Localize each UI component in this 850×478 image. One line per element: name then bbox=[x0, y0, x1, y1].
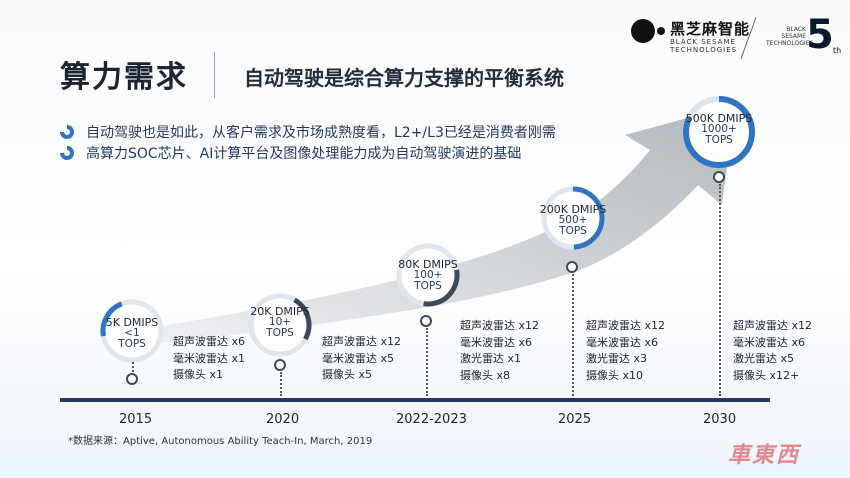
bullet-icon bbox=[60, 146, 74, 160]
compute-ring-2030 bbox=[683, 96, 755, 168]
compute-ring-2025 bbox=[541, 186, 605, 250]
sensor-item: 毫米波雷达 x1 bbox=[173, 351, 246, 365]
connector-line bbox=[280, 372, 282, 396]
sensor-item: 毫米波雷达 x5 bbox=[322, 351, 395, 365]
dmips-label: 20K DMIPS bbox=[250, 305, 310, 318]
sensor-list-2015: 超声波雷达 x6 毫米波雷达 x1 摄像头 x1 bbox=[173, 334, 245, 384]
bullet-item-1: 自动驾驶也是如此，从客户需求及市场成熟度看，L2+/L3已经是消费者刚需 bbox=[60, 122, 556, 142]
logo-cn-text: 黑芝麻智能 bbox=[670, 20, 751, 38]
sensor-item: 毫米波雷达 x6 bbox=[733, 335, 806, 349]
sensor-item: 超声波雷达 x12 bbox=[733, 319, 813, 332]
timeline-node-2020 bbox=[274, 359, 286, 371]
tops-value: 500+ bbox=[558, 214, 588, 226]
bullet-text: 自动驾驶也是如此，从客户需求及市场成熟度看，L2+/L3已经是消费者刚需 bbox=[86, 125, 556, 141]
sensor-item: 激光雷达 x1 bbox=[460, 352, 522, 365]
sensor-item: 摄像头 x10 bbox=[586, 368, 644, 382]
milestone-2015-compute: 5K DMIPS <1 TOPS bbox=[99, 317, 165, 350]
tops-value: 10+ bbox=[268, 316, 292, 328]
anniv-en-line1: BLACK bbox=[786, 26, 806, 33]
sensor-list-2020: 超声波雷达 x12 毫米波雷达 x5 摄像头 x5 bbox=[322, 334, 401, 384]
dmips-label: 5K DMIPS bbox=[105, 316, 159, 329]
timeline-axis bbox=[60, 398, 770, 402]
sensor-list-2030: 超声波雷达 x12 毫米波雷达 x6 激光雷达 x5 摄像头 x12+ bbox=[733, 318, 812, 384]
milestone-2030-compute: 500K DMIPS 1000+ TOPS bbox=[681, 113, 757, 146]
bullet-icon bbox=[60, 125, 74, 139]
sensor-item: 摄像头 x12+ bbox=[733, 368, 800, 382]
year-label-2030: 2030 bbox=[703, 412, 737, 427]
anniv-en-line2: SESAME bbox=[781, 33, 806, 40]
data-source-footnote: *数据来源：Aptive, Autonomous Ability Teach-I… bbox=[68, 436, 373, 447]
year-label-2025: 2025 bbox=[558, 412, 592, 427]
milestone-2025-compute: 200K DMIPS 500+ TOPS bbox=[538, 204, 608, 237]
page-subtitle: 自动驾驶是综合算力支撑的平衡系统 bbox=[244, 66, 564, 90]
tops-unit: TOPS bbox=[705, 134, 733, 146]
sensor-item: 超声波雷达 x6 bbox=[173, 335, 246, 348]
sensor-item: 摄像头 x1 bbox=[173, 368, 224, 381]
compute-ring-2020 bbox=[248, 293, 312, 357]
connector-line bbox=[572, 274, 574, 396]
year-label-2015: 2015 bbox=[119, 412, 153, 427]
compute-ring-2022-2023 bbox=[396, 243, 460, 307]
page-title: 算力需求 bbox=[60, 60, 188, 95]
bullet-text: 高算力SOC芯片、AI计算平台及图像处理能力成为自动驾驶演进的基础 bbox=[86, 146, 522, 162]
compute-ring-2015 bbox=[100, 299, 164, 363]
dmips-label: 80K DMIPS bbox=[398, 258, 458, 271]
tops-unit: TOPS bbox=[414, 280, 442, 292]
timeline-node-2015 bbox=[126, 373, 138, 385]
watermark-logo: 車東西 bbox=[728, 443, 801, 468]
sensor-item: 超声波雷达 x12 bbox=[322, 335, 402, 348]
sensor-item: 超声波雷达 x12 bbox=[460, 319, 540, 332]
tops-value: 1000+ bbox=[701, 123, 737, 135]
timeline-node-2022-2023 bbox=[420, 315, 432, 327]
timeline-node-2030 bbox=[713, 171, 725, 183]
bullet-item-2: 高算力SOC芯片、AI计算平台及图像处理能力成为自动驾驶演进的基础 bbox=[60, 143, 521, 163]
anniv-en-line3: TECHNOLOGIES bbox=[766, 40, 814, 47]
arrow-shape bbox=[150, 105, 735, 345]
milestone-2020-compute: 20K DMIPS 10+ TOPS bbox=[247, 306, 313, 339]
tops-value: <1 bbox=[124, 327, 140, 339]
sensor-item: 摄像头 x5 bbox=[322, 368, 373, 381]
timeline-node-2025 bbox=[566, 261, 578, 273]
sensor-list-2025: 超声波雷达 x12 毫米波雷达 x6 激光雷达 x3 摄像头 x10 bbox=[586, 318, 665, 384]
year-label-2020: 2020 bbox=[266, 412, 300, 427]
tops-unit: TOPS bbox=[266, 327, 294, 339]
company-logo-icon bbox=[631, 19, 665, 43]
tops-unit: TOPS bbox=[559, 225, 587, 237]
tops-value: 100+ bbox=[413, 269, 443, 281]
sensor-item: 摄像头 x8 bbox=[460, 368, 511, 382]
logo-en-line2: TECHNOLOGIES bbox=[670, 46, 738, 54]
sensor-item: 超声波雷达 x12 bbox=[586, 319, 666, 332]
sensor-item: 毫米波雷达 x6 bbox=[586, 335, 659, 349]
connector-line bbox=[719, 184, 721, 396]
sensor-list-2022-2023: 超声波雷达 x12 毫米波雷达 x6 激光雷达 x1 摄像头 x8 bbox=[460, 318, 539, 384]
milestone-2022-compute: 80K DMIPS 100+ TOPS bbox=[393, 259, 463, 292]
connector-line bbox=[426, 328, 428, 396]
dmips-label: 200K DMIPS bbox=[539, 203, 607, 216]
anniversary-suffix: th bbox=[833, 46, 842, 55]
logo-en-text: BLACK SESAME TECHNOLOGIES bbox=[670, 38, 737, 54]
anniversary-en-text: BLACK SESAME TECHNOLOGIES bbox=[766, 26, 814, 47]
sensor-item: 激光雷达 x3 bbox=[586, 352, 648, 365]
anniversary-number: 5 bbox=[806, 12, 834, 58]
logo-en-line1: BLACK SESAME bbox=[670, 38, 736, 46]
title-divider bbox=[214, 52, 215, 98]
tops-unit: TOPS bbox=[118, 338, 146, 350]
sensor-item: 激光雷达 x5 bbox=[733, 352, 795, 365]
sensor-item: 毫米波雷达 x6 bbox=[460, 335, 533, 349]
dmips-label: 500K DMIPS bbox=[685, 112, 753, 125]
year-label-2022-2023: 2022-2023 bbox=[396, 412, 467, 427]
connector-line bbox=[132, 362, 134, 372]
